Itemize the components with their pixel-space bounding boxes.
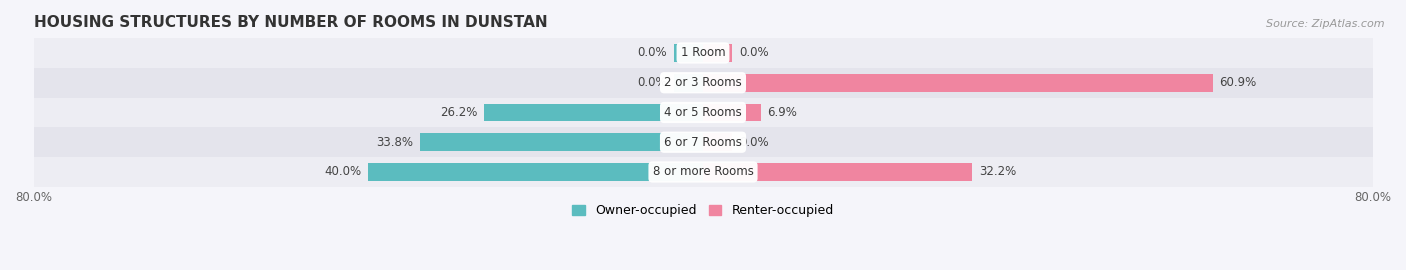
Bar	[703, 133, 733, 151]
Bar	[368, 163, 703, 181]
Text: 6 or 7 Rooms: 6 or 7 Rooms	[664, 136, 742, 149]
Text: Source: ZipAtlas.com: Source: ZipAtlas.com	[1267, 19, 1385, 29]
Bar	[34, 38, 1372, 68]
Text: 1 Room: 1 Room	[681, 46, 725, 59]
Text: 4 or 5 Rooms: 4 or 5 Rooms	[664, 106, 742, 119]
Bar	[34, 157, 1372, 187]
Legend: Owner-occupied, Renter-occupied: Owner-occupied, Renter-occupied	[568, 199, 838, 222]
Bar	[703, 74, 1212, 92]
Bar	[34, 68, 1372, 97]
Text: 6.9%: 6.9%	[768, 106, 797, 119]
Bar	[703, 163, 973, 181]
Text: 0.0%: 0.0%	[637, 76, 666, 89]
Bar	[673, 44, 703, 62]
Bar	[703, 104, 761, 122]
Text: 26.2%: 26.2%	[440, 106, 477, 119]
Bar	[673, 74, 703, 92]
Text: 60.9%: 60.9%	[1219, 76, 1257, 89]
Bar	[34, 97, 1372, 127]
Text: HOUSING STRUCTURES BY NUMBER OF ROOMS IN DUNSTAN: HOUSING STRUCTURES BY NUMBER OF ROOMS IN…	[34, 15, 547, 30]
Text: 0.0%: 0.0%	[740, 136, 769, 149]
Text: 0.0%: 0.0%	[637, 46, 666, 59]
Bar	[703, 44, 733, 62]
Bar	[34, 127, 1372, 157]
Text: 2 or 3 Rooms: 2 or 3 Rooms	[664, 76, 742, 89]
Bar	[420, 133, 703, 151]
Text: 40.0%: 40.0%	[325, 166, 361, 178]
Text: 33.8%: 33.8%	[377, 136, 413, 149]
Bar	[484, 104, 703, 122]
Text: 32.2%: 32.2%	[979, 166, 1017, 178]
Text: 0.0%: 0.0%	[740, 46, 769, 59]
Text: 8 or more Rooms: 8 or more Rooms	[652, 166, 754, 178]
